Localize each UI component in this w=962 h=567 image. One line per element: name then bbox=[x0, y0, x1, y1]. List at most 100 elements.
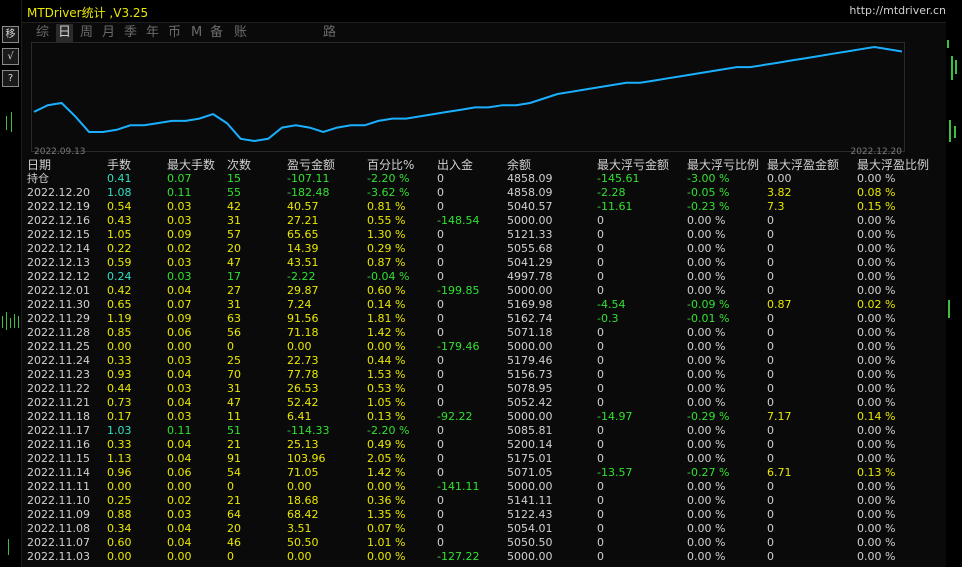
column-header: 最大手数 bbox=[167, 158, 216, 172]
table-cell: 0 bbox=[767, 438, 774, 451]
column-header: 最大浮盈金额 bbox=[767, 158, 840, 172]
table-cell: 0.14 % bbox=[857, 410, 896, 423]
table-cell: 0 bbox=[767, 214, 774, 227]
table-cell: 70 bbox=[227, 368, 241, 381]
tab-6[interactable]: 币 bbox=[168, 25, 182, 40]
table-cell: 0 bbox=[437, 396, 444, 409]
table-cell: 5122.43 bbox=[507, 508, 553, 521]
website-link[interactable]: http://mtdriver.cn bbox=[849, 4, 946, 17]
table-cell: 0 bbox=[597, 536, 604, 549]
transfer-icon[interactable]: 移 bbox=[2, 26, 19, 43]
table-cell: 2022.11.03 bbox=[27, 550, 90, 563]
table-cell: 2022.12.12 bbox=[27, 270, 90, 283]
table-cell: 0.43 bbox=[107, 214, 132, 227]
table-cell: 2022.11.11 bbox=[27, 480, 90, 493]
table-cell: 0 bbox=[767, 284, 774, 297]
table-cell: 0.42 bbox=[107, 284, 132, 297]
table-cell: 5050.50 bbox=[507, 536, 553, 549]
table-cell: -0.27 % bbox=[687, 466, 730, 479]
table-cell: 1.19 bbox=[107, 312, 132, 325]
table-cell: 71.05 bbox=[287, 466, 319, 479]
table-cell: 1.03 bbox=[107, 424, 132, 437]
table-cell: 2022.12.19 bbox=[27, 200, 90, 213]
table-cell: 68.42 bbox=[287, 508, 319, 521]
table-cell: 0.00 % bbox=[687, 256, 726, 269]
table-cell: 0 bbox=[437, 186, 444, 199]
table-cell: 0.09 bbox=[167, 228, 192, 241]
table-cell: 2022.12.15 bbox=[27, 228, 90, 241]
table-cell: 0.59 bbox=[107, 256, 132, 269]
table-cell: 4858.09 bbox=[507, 186, 553, 199]
table-cell: 0.00 % bbox=[857, 424, 896, 437]
table-cell: 0 bbox=[437, 270, 444, 283]
table-cell: 0.00 % bbox=[687, 340, 726, 353]
table-cell: 0.03 bbox=[167, 410, 192, 423]
table-cell: 2022.12.16 bbox=[27, 214, 90, 227]
tab-3[interactable]: 月 bbox=[102, 25, 116, 40]
table-cell: 0 bbox=[767, 340, 774, 353]
table-cell: 5000.00 bbox=[507, 340, 553, 353]
tab-8[interactable]: 备 bbox=[210, 25, 224, 40]
table-cell: 3.82 bbox=[767, 186, 792, 199]
tab-2[interactable]: 周 bbox=[80, 25, 94, 40]
tab-9[interactable]: 账户 bbox=[234, 25, 248, 58]
table-cell: 0.13 % bbox=[367, 410, 406, 423]
table-cell: 64 bbox=[227, 508, 241, 521]
table-cell: 0.93 bbox=[107, 368, 132, 381]
table-cell: 46 bbox=[227, 536, 241, 549]
table-cell: -0.29 % bbox=[687, 410, 730, 423]
tab-5[interactable]: 年 bbox=[146, 25, 160, 40]
table-cell: 0.00 % bbox=[857, 452, 896, 465]
tab-1[interactable]: 日 bbox=[56, 24, 74, 42]
table-cell: 0.00 % bbox=[687, 270, 726, 283]
table-row: 2022.11.24 0.33 0.03 25 22.73 0.44 % 0 5179.46 0… bbox=[27, 354, 946, 368]
table-cell: 0.00 % bbox=[687, 424, 726, 437]
table-cell: 6.71 bbox=[767, 466, 792, 479]
table-cell: 5085.81 bbox=[507, 424, 553, 437]
table-cell: 2022.12.13 bbox=[27, 256, 90, 269]
table-cell: 63 bbox=[227, 312, 241, 325]
table-cell: 29.87 bbox=[287, 284, 319, 297]
table-cell: 103.96 bbox=[287, 452, 326, 465]
check-icon[interactable]: √ bbox=[2, 48, 19, 65]
equity-chart: 2022.09.13 2022.12.20 bbox=[31, 42, 905, 157]
table-cell: 0.00 % bbox=[857, 508, 896, 521]
table-cell: 0.00 % bbox=[687, 382, 726, 395]
table-cell: 0 bbox=[767, 256, 774, 269]
table-cell: 14.39 bbox=[287, 242, 319, 255]
table-cell: 2022.11.17 bbox=[27, 424, 90, 437]
table-cell: 0.00 % bbox=[687, 214, 726, 227]
table-cell: 25.13 bbox=[287, 438, 319, 451]
table-cell: 0.06 bbox=[167, 326, 192, 339]
table-cell: 0.00 % bbox=[687, 480, 726, 493]
table-cell: 2022.11.16 bbox=[27, 438, 90, 451]
table-cell: 0.02 bbox=[167, 494, 192, 507]
tab-7[interactable]: M bbox=[191, 25, 203, 40]
table-cell: 5052.42 bbox=[507, 396, 553, 409]
tab-10[interactable]: 路径 bbox=[323, 25, 337, 58]
table-row: 2022.11.25 0.00 0.00 0 0.00 0.00 % -179.46 5000… bbox=[27, 340, 946, 354]
table-cell: 0.00 % bbox=[857, 340, 896, 353]
table-cell: 0 bbox=[767, 368, 774, 381]
table-cell: -3.00 % bbox=[687, 172, 730, 185]
table-cell: 0.44 bbox=[107, 382, 132, 395]
table-cell: 0 bbox=[437, 536, 444, 549]
tab-0[interactable]: 综 bbox=[36, 25, 50, 40]
table-cell: 1.30 % bbox=[367, 228, 406, 241]
table-row: 2022.11.28 0.85 0.06 56 71.18 1.42 % 0 5071.18 0… bbox=[27, 326, 946, 340]
table-cell: 0 bbox=[597, 270, 604, 283]
table-cell: 5162.74 bbox=[507, 312, 553, 325]
table-cell: 0.60 % bbox=[367, 284, 406, 297]
table-cell: 0.00 bbox=[107, 480, 132, 493]
table-cell: 27.21 bbox=[287, 214, 319, 227]
table-cell: -127.22 bbox=[437, 550, 480, 563]
tab-4[interactable]: 季 bbox=[124, 25, 138, 40]
table-cell: 2.05 % bbox=[367, 452, 406, 465]
table-cell: -199.85 bbox=[437, 284, 480, 297]
table-cell: 51 bbox=[227, 424, 241, 437]
table-cell: 1.08 bbox=[107, 186, 132, 199]
table-cell: 持仓 bbox=[27, 172, 49, 185]
table-row: 2022.11.16 0.33 0.04 21 25.13 0.49 % 0 5200.14 0… bbox=[27, 438, 946, 452]
table-cell: 5156.73 bbox=[507, 368, 553, 381]
help-icon[interactable]: ? bbox=[2, 70, 19, 87]
